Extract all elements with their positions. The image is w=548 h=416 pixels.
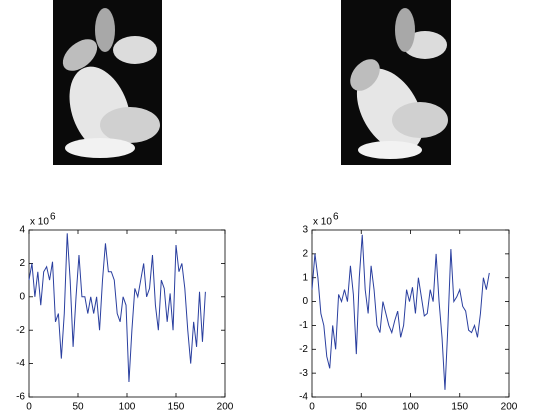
flower-image [341,0,451,165]
x-tick-label: 150 [168,402,185,413]
y-tick-label: -2 [299,344,308,355]
flower-image [53,0,162,165]
x-tick-label: 100 [119,402,136,413]
data-line [28,233,206,382]
data-line [311,234,490,390]
y-tick-label: 2 [19,258,25,269]
y-tick-label: -4 [299,392,308,403]
line-chart: 0 50 100 150 200 -4 -3 -2 -1 0 1 2 3 x 10 6 [299,212,518,413]
y-tick-label: 2 [302,248,308,259]
y-tick-label: 4 [19,225,25,236]
plot-frame [28,229,226,398]
x-tick-label: 150 [451,402,468,413]
y-tick-label: -2 [16,325,25,336]
y-tick-label: -6 [16,392,25,403]
y-tick-label: 0 [302,296,308,307]
scale-label: x 10 [313,217,332,228]
line-chart: 0 50 100 150 200 -6 -4 -2 0 2 4 x 10 6 [16,212,234,413]
plot-frame [311,229,510,398]
x-tick-label: 50 [72,402,84,413]
x-tick-label: 0 [26,402,32,413]
y-tick-label: -4 [16,358,25,369]
scale-label: x 10 [30,217,49,228]
x-tick-label: 200 [501,402,518,413]
scale-exponent: 6 [50,212,56,223]
y-tick-label: 3 [302,225,308,236]
y-tick-label: -1 [299,320,308,331]
x-tick-label: 0 [309,402,315,413]
x-tick-label: 100 [402,402,419,413]
x-tick-label: 50 [356,402,368,413]
x-tick-label: 200 [217,402,234,413]
scale-exponent: 6 [333,212,339,223]
y-tick-label: 1 [302,272,308,283]
y-tick-label: -3 [299,368,308,379]
y-tick-label: 0 [19,291,25,302]
